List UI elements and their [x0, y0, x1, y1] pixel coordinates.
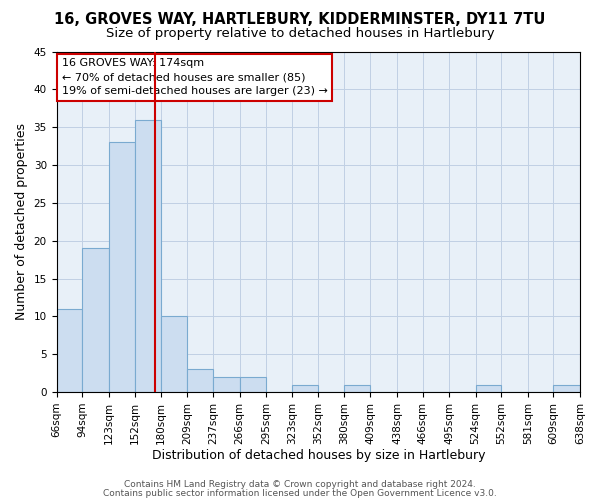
Text: Contains HM Land Registry data © Crown copyright and database right 2024.: Contains HM Land Registry data © Crown c…	[124, 480, 476, 489]
Y-axis label: Number of detached properties: Number of detached properties	[15, 124, 28, 320]
X-axis label: Distribution of detached houses by size in Hartlebury: Distribution of detached houses by size …	[152, 450, 485, 462]
Text: 16, GROVES WAY, HARTLEBURY, KIDDERMINSTER, DY11 7TU: 16, GROVES WAY, HARTLEBURY, KIDDERMINSTE…	[55, 12, 545, 28]
Bar	[292, 384, 318, 392]
Bar	[135, 120, 161, 392]
Bar	[187, 370, 213, 392]
Bar	[476, 384, 501, 392]
Bar	[56, 309, 82, 392]
Bar	[239, 377, 266, 392]
Bar	[344, 384, 370, 392]
Bar	[213, 377, 239, 392]
Text: 16 GROVES WAY: 174sqm
← 70% of detached houses are smaller (85)
19% of semi-deta: 16 GROVES WAY: 174sqm ← 70% of detached …	[62, 58, 328, 96]
Text: Size of property relative to detached houses in Hartlebury: Size of property relative to detached ho…	[106, 28, 494, 40]
Bar	[553, 384, 580, 392]
Text: Contains public sector information licensed under the Open Government Licence v3: Contains public sector information licen…	[103, 488, 497, 498]
Bar	[109, 142, 135, 392]
Bar	[82, 248, 109, 392]
Bar	[161, 316, 187, 392]
